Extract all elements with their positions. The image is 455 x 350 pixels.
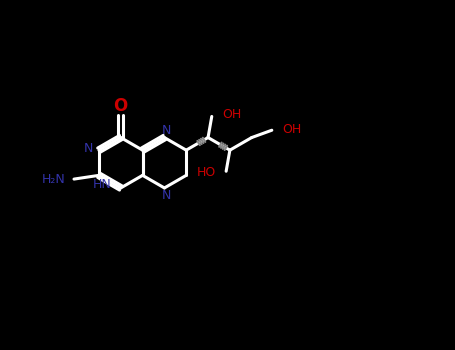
Text: OH: OH	[282, 123, 302, 136]
Text: HN: HN	[93, 178, 112, 191]
Text: OH: OH	[222, 108, 242, 121]
Text: O: O	[114, 97, 128, 114]
Text: H₂N: H₂N	[41, 173, 65, 186]
Text: N: N	[162, 189, 171, 202]
Text: HO: HO	[197, 167, 216, 180]
Text: N: N	[162, 124, 171, 137]
Text: N: N	[83, 142, 93, 155]
